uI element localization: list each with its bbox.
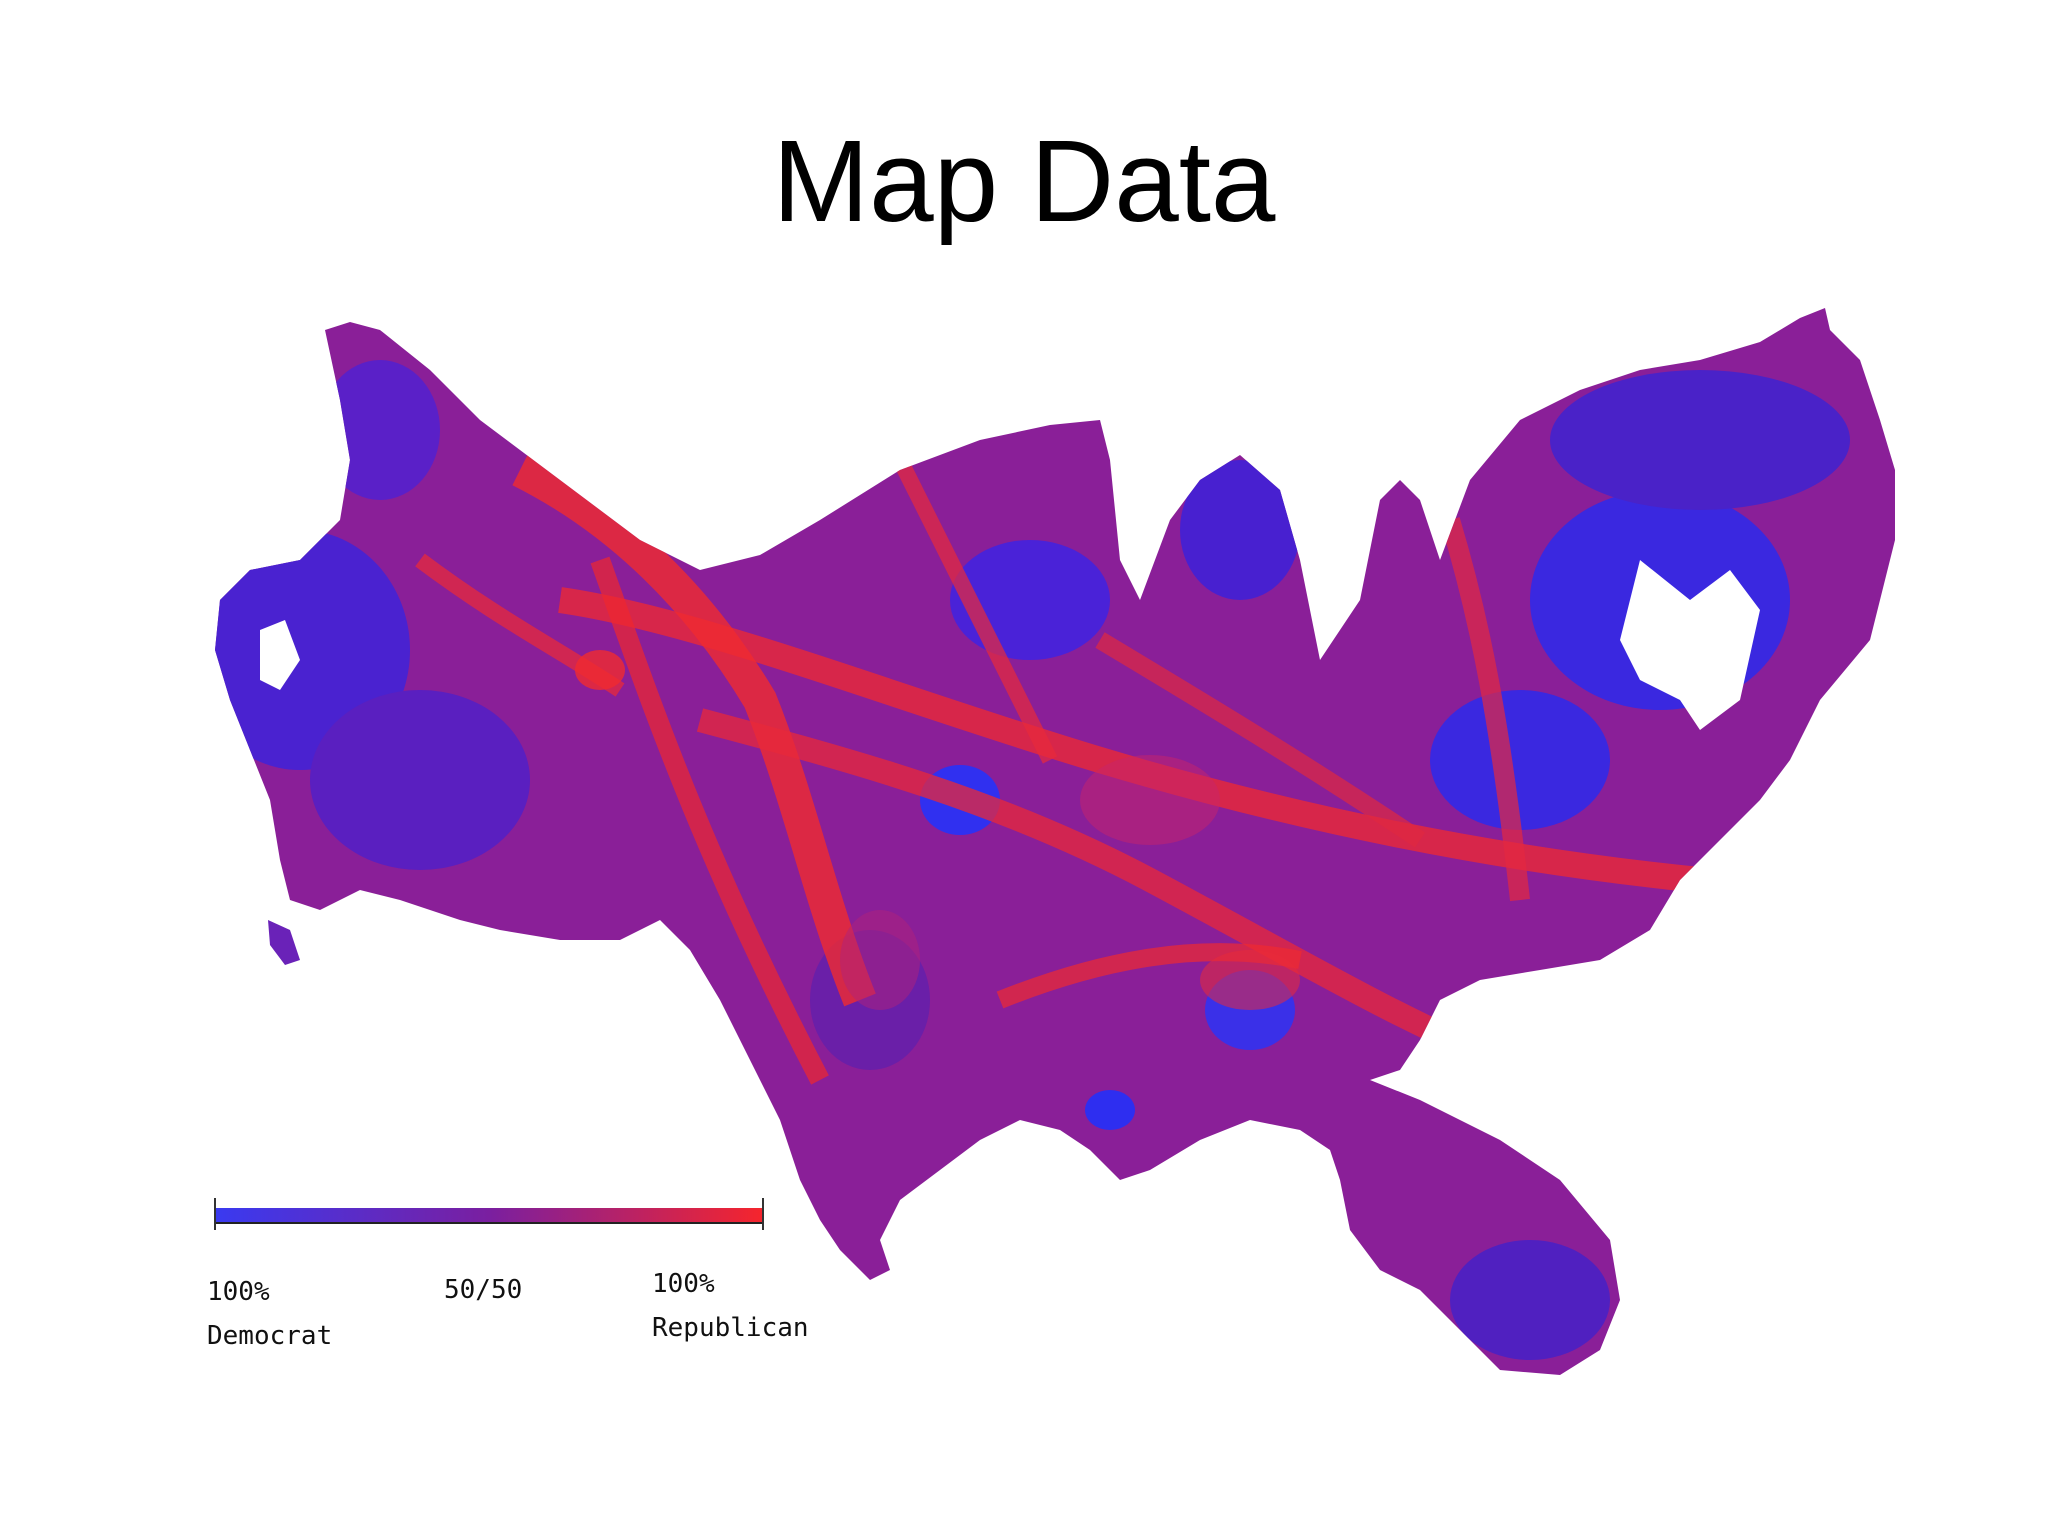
legend-bar [213,1192,765,1240]
legend-democrat-percent: 100% [207,1277,270,1307]
map-void-northeast [1620,560,1760,730]
slide-title: Map Data [772,116,1276,246]
legend-republican-percent: 100% [652,1269,715,1299]
legend-bar-svg [214,1198,764,1230]
map-void-west [260,620,300,690]
legend-label-even: 50/50 [444,1275,523,1305]
legend-republican-text: Republican [652,1313,809,1343]
map-regions [215,360,1850,1360]
legend-gradient [216,1208,762,1222]
legend-label-republican: 100% Republican [652,1262,809,1350]
legend-democrat-text: Democrat [207,1321,333,1351]
map-island [268,920,300,965]
legend-label-democrat: 100% Democrat [207,1270,332,1358]
